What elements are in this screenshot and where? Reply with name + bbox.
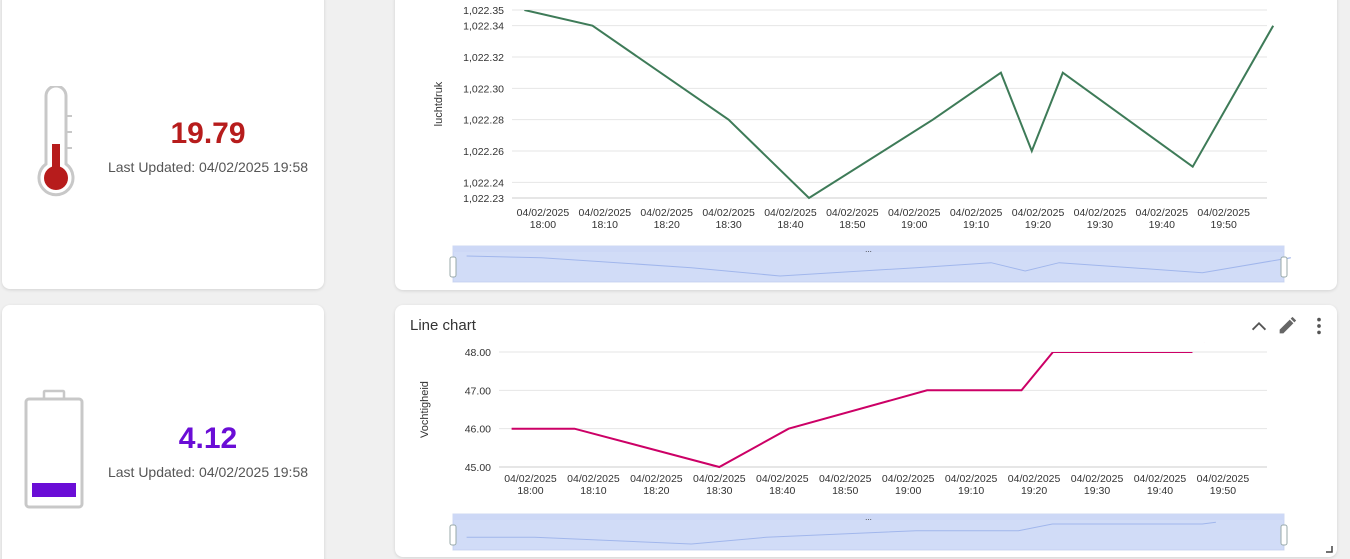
battery-value: 4.12 [178, 422, 238, 455]
pressure-chart-card: 1,022.35 1,022.34 1,022.32 1,022.30 1,022.28… [395, 0, 1337, 290]
battery-card: 4.12 Last Updated: 04/02/2025 19:58 [2, 305, 324, 559]
x-tick-label: 04/02/2025 18:10 [567, 473, 620, 497]
chevron-up-icon[interactable] [1248, 315, 1270, 337]
more-vert-icon[interactable] [1308, 315, 1330, 337]
series-line [524, 10, 1275, 200]
y-tick-label: 1,022.28 [463, 115, 504, 127]
y-tick-label: 1,022.26 [463, 146, 504, 158]
y-tick-label: 1,022.35 [463, 5, 504, 17]
y-axis-label: luchtdruk [433, 81, 445, 126]
humidity-chart-card: Line chart 48.00 47.00 46.00 45.00 04/02/202… [395, 305, 1337, 557]
temperature-last-updated: Last Updated: 04/02/2025 19:58 [107, 159, 309, 175]
x-tick-label: 04/02/2025 18:50 [826, 207, 879, 231]
x-tick-label: 04/02/2025 18:20 [640, 207, 693, 231]
y-axis-label: Vochtigheid [419, 381, 431, 438]
x-tick-label: 04/02/2025 19:40 [1134, 473, 1187, 497]
y-tick-label: 1,022.32 [463, 52, 504, 64]
pencil-icon[interactable] [1276, 315, 1298, 337]
pressure-chart: 1,022.35 1,022.34 1,022.32 1,022.30 1,022.28… [433, 5, 1291, 283]
x-tick-label: 04/02/2025 19:10 [945, 473, 998, 497]
x-tick-label: 04/02/2025 19:30 [1074, 207, 1127, 231]
battery-icon [24, 389, 84, 509]
x-tick-label: 04/02/2025 19:20 [1008, 473, 1061, 497]
x-tick-label: 04/02/2025 19:10 [950, 207, 1003, 231]
y-tick-label: 1,022.30 [463, 83, 504, 95]
navigator-selection [453, 252, 1284, 282]
x-tick-label: 04/02/2025 19:20 [1012, 207, 1065, 231]
x-tick-label: 04/02/2025 19:30 [1071, 473, 1124, 497]
zoom-handle-icon: ... [865, 245, 872, 254]
y-tick-label: 47.00 [465, 385, 491, 397]
zoom-handle-left [449, 256, 457, 278]
resize-handle-icon[interactable] [1325, 545, 1333, 553]
battery-last-updated: Last Updated: 04/02/2025 19:58 [107, 464, 309, 480]
x-tick-label: 04/02/2025 19:00 [882, 473, 935, 497]
y-tick-label: 48.00 [465, 347, 491, 359]
y-tick-label: 1,022.23 [463, 193, 504, 205]
series-line [511, 352, 1194, 469]
zoom-handle-icon: ... [865, 513, 872, 522]
thermometer-icon [37, 86, 75, 197]
zoom-handle-right [1280, 256, 1288, 278]
y-tick-label: 1,022.34 [463, 21, 504, 33]
y-tick-label: 1,022.24 [463, 177, 504, 189]
x-tick-label: 04/02/2025 18:10 [579, 207, 632, 231]
x-tick-label: 04/02/2025 18:30 [702, 207, 755, 231]
navigator-series [466, 255, 1291, 277]
x-tick-label: 04/02/2025 19:50 [1197, 473, 1250, 497]
zoom-handle-right [1280, 524, 1288, 546]
x-tick-label: 04/02/2025 19:00 [888, 207, 941, 231]
x-tick-label: 04/02/2025 18:40 [764, 207, 817, 231]
x-tick-label: 04/02/2025 19:50 [1197, 207, 1250, 231]
x-tick-label: 04/02/2025 18:30 [693, 473, 746, 497]
x-tick-label: 04/02/2025 19:40 [1136, 207, 1189, 231]
x-tick-label: 04/02/2025 18:40 [756, 473, 809, 497]
humidity-chart: 48.00 47.00 46.00 45.00 04/02/2025 18:00 04/02… [419, 342, 1288, 551]
temperature-card: 19.79 Last Updated: 04/02/2025 19:58 [2, 0, 324, 289]
x-tick-label: 04/02/2025 18:50 [819, 473, 872, 497]
chart-title: Line chart [410, 317, 476, 334]
x-tick-label: 04/02/2025 18:00 [504, 473, 557, 497]
temperature-value: 19.79 [170, 117, 246, 150]
navigator-selection [453, 520, 1284, 550]
y-tick-label: 46.00 [465, 424, 491, 436]
y-tick-label: 45.00 [465, 462, 491, 474]
x-tick-label: 04/02/2025 18:00 [517, 207, 570, 231]
zoom-handle-left [449, 524, 457, 546]
x-tick-label: 04/02/2025 18:20 [630, 473, 683, 497]
navigator-series [466, 521, 1216, 545]
zoom-navigator-bar [453, 514, 1284, 520]
zoom-navigator-bar [453, 246, 1284, 252]
